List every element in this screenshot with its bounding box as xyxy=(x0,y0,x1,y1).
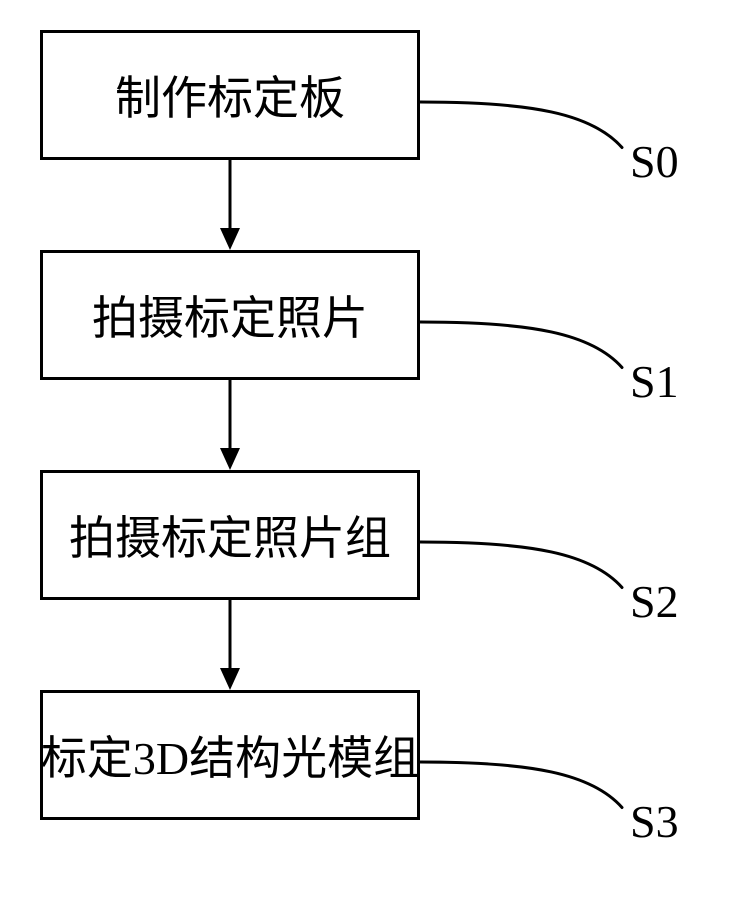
flowchart-step-label-s3: S3 xyxy=(630,795,679,848)
flowchart-step-label-s2: S2 xyxy=(630,575,679,628)
flowchart-step-label-s1: S1 xyxy=(630,355,679,408)
flowchart-node-s3: 标定3D结构光模组 xyxy=(40,690,420,820)
flowchart-node-s1: 拍摄标定照片 xyxy=(40,250,420,380)
flowchart-node-s2-text: 拍摄标定照片组 xyxy=(69,502,391,568)
flowchart-arrow-0 xyxy=(210,160,250,250)
flowchart-arrow-1 xyxy=(210,380,250,470)
flowchart-leader-s3 xyxy=(420,762,622,808)
flowchart-leader-s1 xyxy=(420,322,622,368)
flowchart-canvas: 制作标定板 拍摄标定照片 拍摄标定照片组 标定3D结构光模组 S0 S1 S2 … xyxy=(0,0,755,913)
flowchart-node-s3-text: 标定3D结构光模组 xyxy=(41,722,419,788)
flowchart-leader-s2 xyxy=(420,542,622,588)
flowchart-leader-s0 xyxy=(420,102,622,148)
flowchart-node-s0: 制作标定板 xyxy=(40,30,420,160)
flowchart-node-s1-text: 拍摄标定照片 xyxy=(92,282,368,348)
flowchart-node-s0-text: 制作标定板 xyxy=(115,62,345,128)
flowchart-arrow-2 xyxy=(210,600,250,690)
flowchart-step-label-s0: S0 xyxy=(630,135,679,188)
flowchart-node-s2: 拍摄标定照片组 xyxy=(40,470,420,600)
